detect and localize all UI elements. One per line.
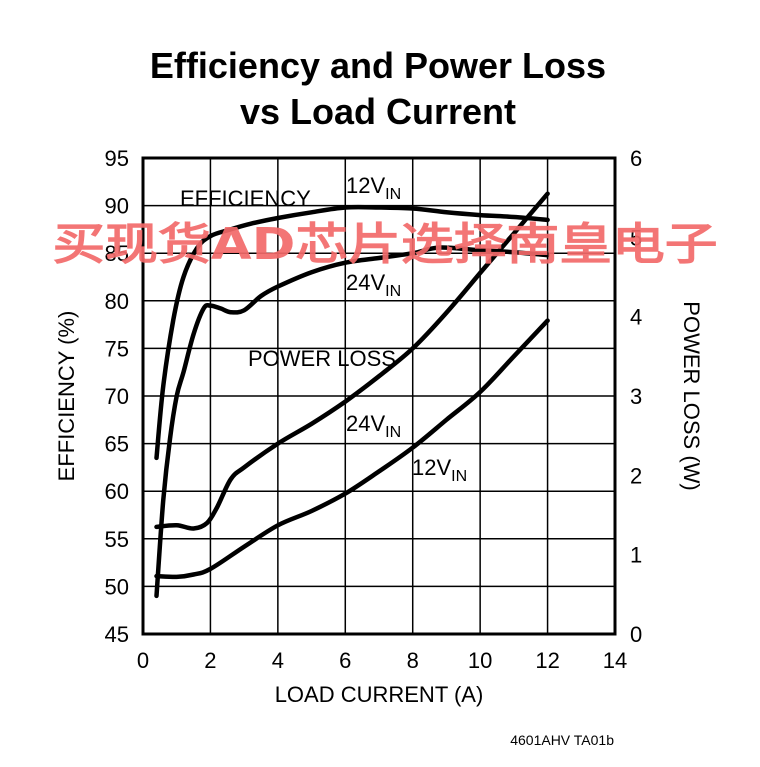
y-tick-label: 85 — [105, 241, 129, 266]
chart-title-line-1: Efficiency and Power Loss — [150, 45, 606, 86]
x-tick-label: 4 — [272, 648, 284, 673]
y-axis-label: EFFICIENCY (%) — [54, 311, 79, 482]
y-tick-label: 80 — [105, 289, 129, 314]
y-tick-label: 90 — [105, 194, 129, 219]
y-tick-label: 45 — [105, 622, 129, 647]
y2-tick-labels: 0 1 2 3 4 5 6 — [630, 146, 642, 647]
plot-series — [154, 191, 550, 599]
y-tick-labels: 45 50 55 60 65 70 75 80 85 90 95 — [105, 146, 129, 647]
y2-tick-label: 6 — [630, 146, 642, 171]
y-tick-label: 95 — [105, 146, 129, 171]
label-power-loss-24vin: 24VIN — [346, 411, 401, 441]
y2-tick-label: 4 — [630, 305, 642, 330]
annotation-subscript: IN — [451, 468, 467, 485]
plot-frame — [141, 156, 617, 636]
x-tick-label: 12 — [535, 648, 559, 673]
x-tick-label: 14 — [603, 648, 627, 673]
annotation-text: 24V — [346, 270, 385, 295]
figure-code: 4601AHV TA01b — [510, 732, 614, 748]
annotation-text: 12V — [346, 173, 385, 198]
y2-axis-label: POWER LOSS (W) — [679, 301, 704, 490]
efficiency-12vin-line — [154, 204, 550, 461]
y2-tick-label: 2 — [630, 463, 642, 488]
y2-tick-label: 3 — [630, 384, 642, 409]
x-tick-labels: 0 2 4 6 8 10 12 14 — [137, 648, 627, 673]
x-tick-label: 0 — [137, 648, 149, 673]
label-efficiency-12vin: 12VIN — [346, 173, 401, 203]
y2-tick-label: 5 — [630, 225, 642, 250]
power-loss-24vin-line — [154, 191, 550, 531]
y-tick-label: 65 — [105, 432, 129, 457]
label-power-loss: POWER LOSS — [248, 346, 396, 371]
y2-tick-label: 1 — [630, 543, 642, 568]
y-tick-label: 75 — [105, 336, 129, 361]
x-tick-label: 6 — [339, 648, 351, 673]
label-power-loss-12vin: 12VIN — [412, 455, 467, 485]
label-efficiency: EFFICIENCY — [180, 186, 311, 211]
x-axis-label: LOAD CURRENT (A) — [275, 682, 484, 707]
annotation-text: 24V — [346, 411, 385, 436]
label-efficiency-24vin: 24VIN — [346, 270, 401, 300]
annotation-subscript: IN — [385, 186, 401, 203]
efficiency-24vin-line — [154, 245, 550, 599]
watermark-overlay: 买现货AD芯片选择南皇电子 — [53, 219, 718, 270]
annotation-subscript: IN — [385, 424, 401, 441]
annotation-text: 12V — [412, 455, 451, 480]
x-tick-label: 8 — [407, 648, 419, 673]
y-tick-label: 70 — [105, 384, 129, 409]
annotation-subscript: IN — [385, 283, 401, 300]
y-tick-label: 55 — [105, 527, 129, 552]
x-tick-label: 2 — [204, 648, 216, 673]
y2-tick-label: 0 — [630, 622, 642, 647]
y-tick-label: 60 — [105, 479, 129, 504]
annotation-text: EFFICIENCY — [180, 186, 311, 211]
y-tick-label: 50 — [105, 574, 129, 599]
chart-title-line-2: vs Load Current — [240, 91, 516, 132]
power-loss-12vin-line — [154, 318, 550, 580]
annotation-text: POWER LOSS — [248, 346, 396, 371]
x-tick-label: 10 — [468, 648, 492, 673]
